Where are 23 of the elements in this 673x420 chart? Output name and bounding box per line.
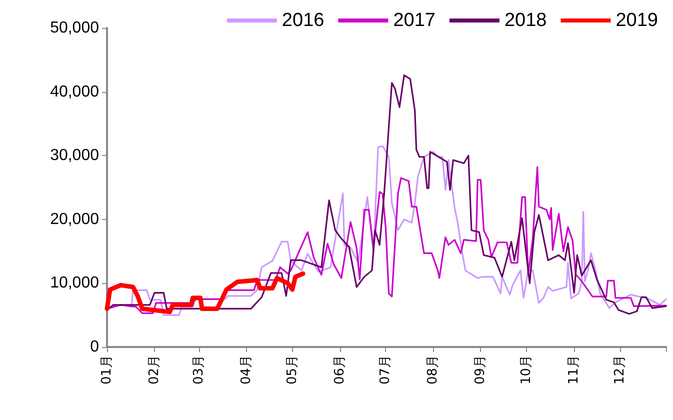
legend-label: 2016 — [282, 10, 324, 31]
line-series — [104, 271, 306, 314]
y-tick-label: 30,000 — [50, 147, 100, 164]
y-tick-label: 0 — [90, 338, 100, 356]
x-tick-label: 10月 — [519, 355, 534, 385]
x-tick-label: 03月 — [191, 355, 206, 385]
legend-label: 2019 — [616, 10, 658, 31]
x-tick-label: 07月 — [378, 355, 394, 385]
x-tick-label: 12月 — [612, 355, 628, 385]
x-tick-label: 11月 — [566, 355, 582, 385]
y-tick-label: 50,000 — [50, 20, 100, 36]
y-tick-label: 40,000 — [50, 83, 100, 100]
x-tick-label: 06月 — [332, 355, 348, 385]
x-tick-label: 04月 — [238, 355, 254, 385]
x-tick-label: 08月 — [426, 355, 441, 385]
x-tick-label: 05月 — [284, 355, 300, 385]
y-tick-label: 20,000 — [50, 210, 100, 228]
y-tick-label: 10,000 — [50, 274, 100, 292]
x-tick-label: 02月 — [146, 355, 162, 385]
legend-label: 2017 — [393, 10, 436, 31]
legend-label: 2018 — [504, 10, 547, 31]
x-tick-label: 09月 — [473, 355, 488, 385]
x-tick-label: 01月 — [100, 355, 114, 385]
